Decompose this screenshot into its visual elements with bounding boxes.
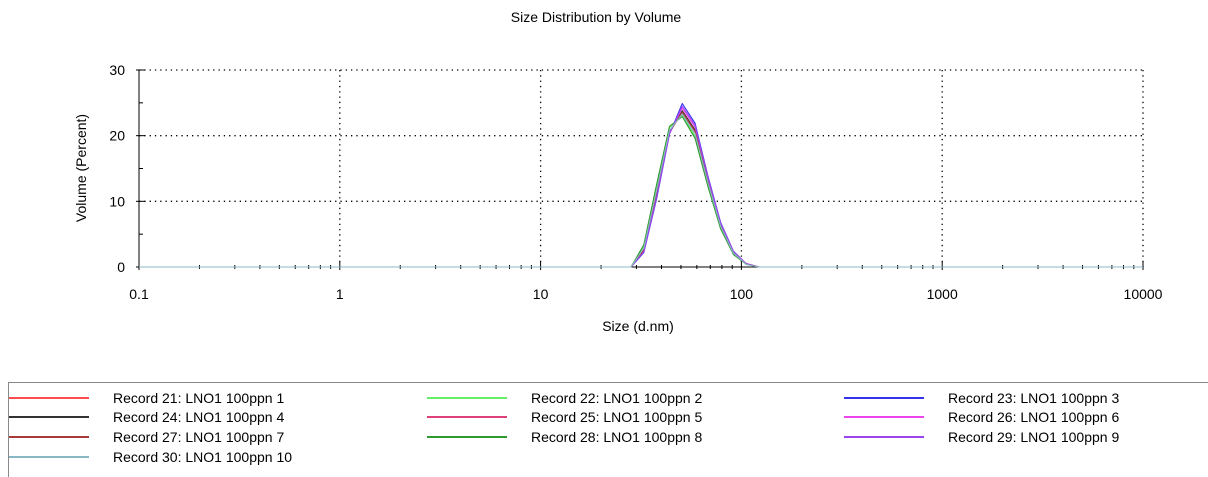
x-tick-labels: 0.1 1 10 100 1000 10000 — [129, 286, 1162, 302]
series-line — [139, 112, 1143, 268]
y-tick-label: 10 — [109, 193, 125, 209]
legend-label: Record 28: LNO1 100ppn 8 — [531, 429, 703, 445]
legend-swatch — [844, 416, 924, 418]
legend-item: Record 22: LNO1 100ppn 2 — [427, 388, 702, 408]
legend-label: Record 26: LNO1 100ppn 6 — [948, 409, 1120, 425]
legend-item: Record 30: LNO1 100ppn 10 — [9, 447, 292, 467]
x-axis-label: Size (d.nm) — [602, 318, 674, 334]
legend-label: Record 21: LNO1 100ppn 1 — [113, 390, 285, 406]
axes — [136, 69, 1144, 270]
series-line — [139, 116, 1143, 268]
legend-label: Record 23: LNO1 100ppn 3 — [948, 390, 1120, 406]
legend-label: Record 25: LNO1 100ppn 5 — [531, 409, 703, 425]
legend-item: Record 27: LNO1 100ppn 7 — [9, 427, 284, 447]
x-tick-label: 1 — [336, 286, 344, 302]
legend-item: Record 23: LNO1 100ppn 3 — [844, 388, 1119, 408]
legend-item: Record 26: LNO1 100ppn 6 — [844, 407, 1119, 427]
y-axis-label: Volume (Percent) — [73, 114, 89, 222]
chart-title: Size Distribution by Volume — [511, 9, 682, 25]
y-tick-label: 0 — [117, 259, 125, 275]
legend-item: Record 29: LNO1 100ppn 9 — [844, 427, 1119, 447]
grid-lines — [139, 69, 1144, 267]
series-line — [139, 102, 1143, 268]
x-tick-label: 0.1 — [129, 286, 149, 302]
series-line — [139, 105, 1143, 268]
legend-swatch — [9, 456, 89, 458]
series-line — [139, 114, 1143, 268]
legend-swatch — [427, 436, 507, 438]
legend-swatch — [844, 436, 924, 438]
x-tick-label: 1000 — [927, 286, 958, 302]
y-tick-label: 30 — [109, 62, 125, 78]
series-line — [139, 107, 1143, 268]
x-tick-label: 10 — [533, 286, 549, 302]
minor-ticks — [139, 102, 1135, 269]
legend: Record 21: LNO1 100ppn 1 Record 22: LNO1 … — [8, 382, 1208, 477]
legend-swatch — [427, 416, 507, 418]
x-tick-label: 10000 — [1124, 286, 1163, 302]
legend-label: Record 30: LNO1 100ppn 10 — [113, 449, 293, 465]
size-distribution-chart: Size Distribution by Volume 0.1 1 10 100 100… — [73, 9, 1163, 334]
series-line — [139, 110, 1143, 268]
legend-label: Record 24: LNO1 100ppn 4 — [113, 409, 285, 425]
legend-swatch — [427, 397, 507, 399]
series-lines — [139, 102, 1143, 268]
legend-item: Record 21: LNO1 100ppn 1 — [9, 388, 284, 408]
legend-item: Record 28: LNO1 100ppn 8 — [427, 427, 702, 447]
legend-swatch — [844, 397, 924, 399]
legend-label: Record 22: LNO1 100ppn 2 — [531, 390, 703, 406]
legend-label: Record 27: LNO1 100ppn 7 — [113, 429, 285, 445]
legend-item: Record 24: LNO1 100ppn 4 — [9, 407, 284, 427]
legend-swatch — [9, 397, 89, 399]
y-tick-label: 20 — [109, 128, 125, 144]
y-tick-labels: 0 10 20 30 — [109, 62, 125, 275]
legend-swatch — [9, 436, 89, 438]
x-tick-label: 100 — [730, 286, 754, 302]
series-line — [139, 113, 1143, 268]
legend-label: Record 29: LNO1 100ppn 9 — [948, 429, 1120, 445]
legend-item: Record 25: LNO1 100ppn 5 — [427, 407, 702, 427]
legend-swatch — [9, 416, 89, 418]
